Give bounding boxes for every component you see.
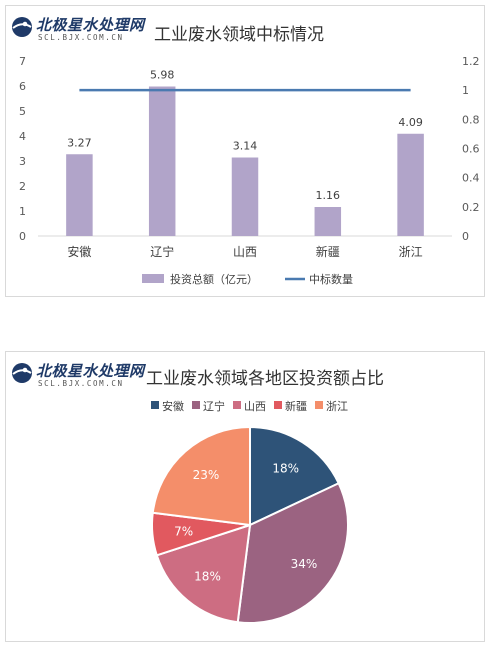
bar-chart-panel: 北极星水处理网 SCL.BJX.COM.CN 工业废水领域中标情况 0 1 2 3 4 5… <box>5 5 485 297</box>
x-tick-label: 新疆 <box>316 244 340 259</box>
legend-label: 山西 <box>244 400 266 413</box>
x-tick-label: 辽宁 <box>150 244 174 259</box>
globe-logo-icon <box>12 17 32 37</box>
logo-url: SCL.BJX.COM.CN <box>38 379 124 388</box>
y-tick-label: 0 <box>19 230 26 243</box>
legend-label: 新疆 <box>285 399 307 413</box>
y-tick-label: 1 <box>19 205 26 218</box>
y2-tick-label: 0.8 <box>462 113 480 126</box>
bar-chart: 0 1 2 3 4 5 6 7 0 0.2 0.4 0.6 0.8 1 1.2 3.27 安徽 5.98 辽宁 3.1… <box>19 55 480 286</box>
y2-tick-label: 0.4 <box>462 172 480 185</box>
pie-slice <box>155 523 252 624</box>
chart-title: 工业废水领域中标情况 <box>154 25 324 45</box>
globe-logo-icon <box>12 363 32 383</box>
bar <box>231 157 259 236</box>
y2-tick-label: 0.6 <box>462 143 480 156</box>
y-tick-label: 6 <box>19 80 26 93</box>
y2-tick-label: 0.2 <box>462 201 480 214</box>
bar <box>148 86 176 236</box>
legend-label: 安徽 <box>162 399 184 413</box>
pie-data-label: 18% <box>272 462 299 476</box>
legend-swatch <box>192 401 200 409</box>
logo: 北极星水处理网 SCL.BJX.COM.CN <box>10 12 150 46</box>
legend-swatch <box>151 401 159 409</box>
y-tick-label: 2 <box>19 180 26 193</box>
logo-name: 北极星水处理网 <box>36 16 145 34</box>
bar-data-label: 3.27 <box>67 136 92 149</box>
legend-label: 中标数量 <box>309 272 353 286</box>
y-tick-label: 5 <box>19 105 26 118</box>
chart-title: 工业废水领域各地区投资额占比 <box>146 369 384 389</box>
y-tick-label: 4 <box>19 130 26 143</box>
bar-data-label: 3.14 <box>233 140 258 153</box>
bar-data-label: 1.16 <box>316 189 341 202</box>
pie-data-label: 23% <box>193 468 220 482</box>
legend-label: 投资总额（亿元） <box>170 272 258 286</box>
pie-data-label: 18% <box>194 569 221 583</box>
legend-label: 辽宁 <box>203 399 225 413</box>
pie-slice <box>249 425 341 527</box>
logo-url: SCL.BJX.COM.CN <box>38 33 124 42</box>
y2-tick-label: 1.2 <box>462 55 480 68</box>
bar <box>314 207 342 236</box>
bar-data-label: 4.09 <box>398 116 423 129</box>
logo-name: 北极星水处理网 <box>36 362 145 380</box>
legend-swatch <box>233 401 241 409</box>
pie-data-label: 7% <box>174 524 193 538</box>
legend-swatch <box>315 401 323 409</box>
pie-data-label: 34% <box>291 557 318 571</box>
logo: 北极星水处理网 SCL.BJX.COM.CN <box>10 358 150 392</box>
x-tick-label: 浙江 <box>399 245 423 259</box>
y2-tick-label: 1 <box>462 84 469 97</box>
y-tick-label: 7 <box>19 55 26 68</box>
legend-swatch-bar <box>142 274 164 283</box>
pie-slice <box>236 481 349 624</box>
x-tick-label: 安徽 <box>67 244 91 259</box>
pie-chart: 安徽 辽宁 山西 新疆 浙江 18% 34% 18% 7% 23% <box>151 399 349 624</box>
y-tick-label: 3 <box>19 155 26 168</box>
legend-label: 浙江 <box>326 400 348 413</box>
y2-tick-label: 0 <box>462 230 469 243</box>
legend-swatch <box>274 401 282 409</box>
pie-slice <box>151 425 251 527</box>
bar <box>66 154 93 236</box>
bar-data-label: 5.98 <box>150 69 175 82</box>
x-tick-label: 山西 <box>233 245 257 259</box>
bar <box>397 133 424 236</box>
pie-chart-panel: 北极星水处理网 SCL.BJX.COM.CN 工业废水领域各地区投资额占比 安徽… <box>5 351 485 642</box>
